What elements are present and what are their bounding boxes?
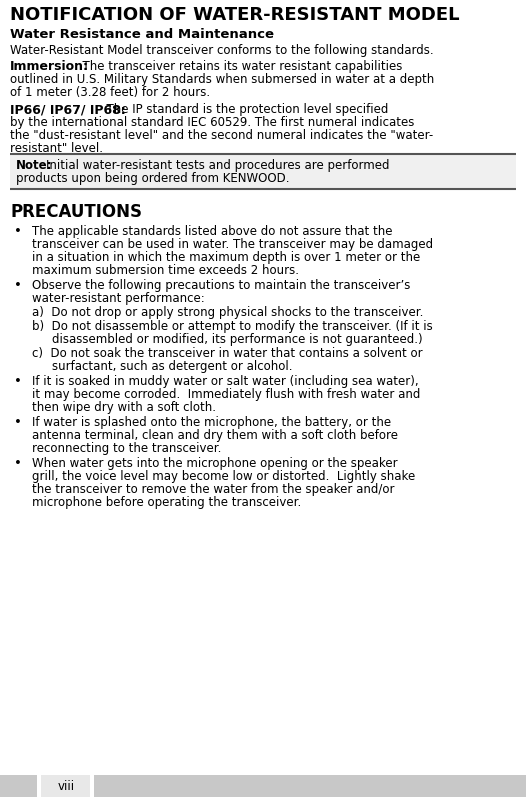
Bar (90, 775, 94, 797)
Bar (10, 775, 32, 797)
Text: by the international standard IEC 60529. The first numeral indicates: by the international standard IEC 60529.… (10, 116, 414, 129)
Text: the transceiver to remove the water from the speaker and/or: the transceiver to remove the water from… (32, 483, 395, 496)
Text: disassembled or modified, its performance is not guaranteed.): disassembled or modified, its performanc… (52, 333, 422, 346)
Text: •: • (14, 279, 22, 292)
Text: PRECAUTIONS: PRECAUTIONS (10, 203, 142, 221)
Text: •: • (14, 225, 22, 238)
Text: •: • (14, 375, 22, 388)
Text: transceiver can be used in water. The transceiver may be damaged: transceiver can be used in water. The tr… (32, 238, 433, 251)
Text: If water is splashed onto the microphone, the battery, or the: If water is splashed onto the microphone… (32, 416, 391, 429)
Text: Immersion:: Immersion: (10, 60, 89, 73)
Text: reconnecting to the transceiver.: reconnecting to the transceiver. (32, 442, 221, 455)
Text: the "dust-resistant level" and the second numeral indicates the "water-: the "dust-resistant level" and the secon… (10, 129, 433, 142)
Text: The applicable standards listed above do not assure that the: The applicable standards listed above do… (32, 225, 392, 238)
Text: viii: viii (57, 780, 75, 793)
Text: The transceiver retains its water resistant capabilities: The transceiver retains its water resist… (75, 60, 402, 73)
Text: Initial water-resistant tests and procedures are performed: Initial water-resistant tests and proced… (46, 159, 389, 172)
Text: NOTIFICATION OF WATER-RESISTANT MODEL: NOTIFICATION OF WATER-RESISTANT MODEL (10, 6, 460, 24)
Text: it may become corroded.  Immediately flush with fresh water and: it may become corroded. Immediately flus… (32, 388, 420, 401)
Text: resistant" level.: resistant" level. (10, 142, 103, 155)
Text: maximum submersion time exceeds 2 hours.: maximum submersion time exceeds 2 hours. (32, 264, 299, 277)
Text: a)  Do not drop or apply strong physical shocks to the transceiver.: a) Do not drop or apply strong physical … (32, 306, 423, 319)
Text: IP66/ IP67/ IP68:: IP66/ IP67/ IP68: (10, 103, 126, 116)
Text: antenna terminal, clean and dry them with a soft cloth before: antenna terminal, clean and dry them wit… (32, 429, 398, 442)
Text: When water gets into the microphone opening or the speaker: When water gets into the microphone open… (32, 457, 398, 470)
Bar (0, 775, 526, 797)
Bar (38, 775, 42, 797)
Text: b)  Do not disassemble or attempt to modify the transceiver. (If it is: b) Do not disassemble or attempt to modi… (32, 320, 433, 333)
Bar (0, 775, 526, 797)
Bar (10, 154, 516, 189)
Bar (90, 775, 94, 797)
Text: outlined in U.S. Military Standards when submersed in water at a depth: outlined in U.S. Military Standards when… (10, 73, 434, 86)
Text: Note:: Note: (16, 159, 53, 172)
Bar (37, 775, 41, 797)
Text: •: • (14, 457, 22, 470)
Text: •: • (14, 416, 22, 429)
Bar (41, 775, 90, 797)
Text: surfactant, such as detergent or alcohol.: surfactant, such as detergent or alcohol… (52, 360, 292, 373)
Text: Water-Resistant Model transceiver conforms to the following standards.: Water-Resistant Model transceiver confor… (10, 44, 433, 57)
Text: microphone before operating the transceiver.: microphone before operating the transcei… (32, 496, 301, 509)
Text: water-resistant performance:: water-resistant performance: (32, 292, 205, 305)
Text: Observe the following precautions to maintain the transceiver’s: Observe the following precautions to mai… (32, 279, 410, 292)
Bar (100, 775, 520, 797)
Text: in a situation in which the maximum depth is over 1 meter or the: in a situation in which the maximum dept… (32, 251, 420, 264)
Text: of 1 meter (3.28 feet) for 2 hours.: of 1 meter (3.28 feet) for 2 hours. (10, 86, 210, 99)
Text: Water Resistance and Maintenance: Water Resistance and Maintenance (10, 28, 274, 41)
Text: The IP standard is the protection level specified: The IP standard is the protection level … (99, 103, 388, 116)
Text: then wipe dry with a soft cloth.: then wipe dry with a soft cloth. (32, 401, 216, 414)
Text: products upon being ordered from KENWOOD.: products upon being ordered from KENWOOD… (16, 172, 289, 185)
Text: c)  Do not soak the transceiver in water that contains a solvent or: c) Do not soak the transceiver in water … (32, 347, 422, 360)
Text: If it is soaked in muddy water or salt water (including sea water),: If it is soaked in muddy water or salt w… (32, 375, 419, 388)
Text: grill, the voice level may become low or distorted.  Lightly shake: grill, the voice level may become low or… (32, 470, 415, 483)
